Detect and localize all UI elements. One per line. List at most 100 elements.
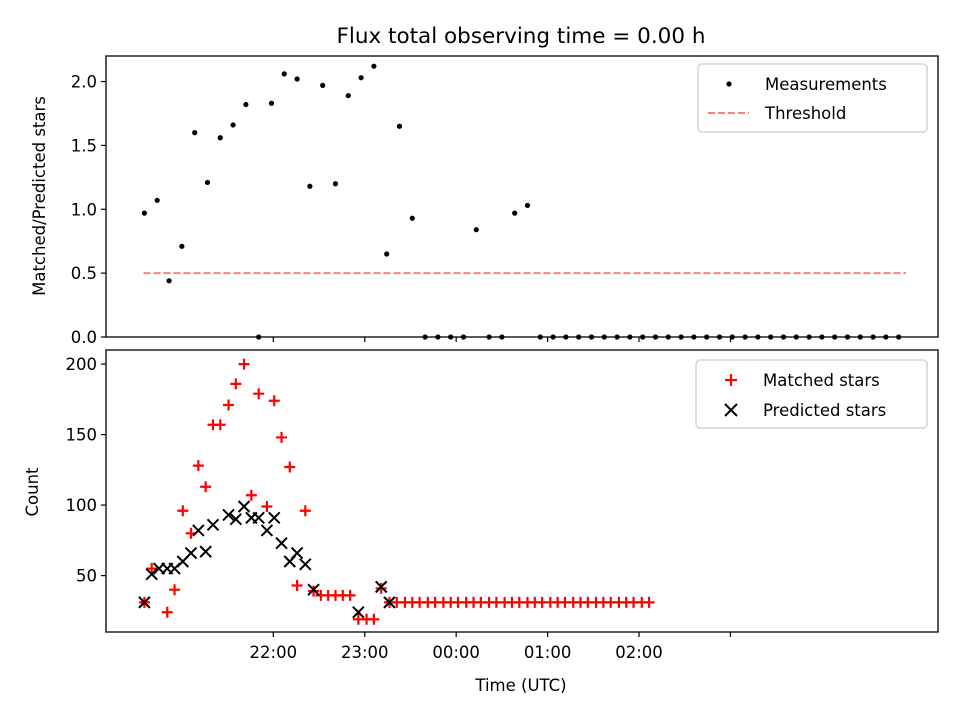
- matched-star-point: [223, 399, 235, 411]
- measurement-point: [473, 227, 479, 233]
- predicted-star-point: [252, 511, 265, 524]
- predicted-star-point: [374, 580, 388, 594]
- predicted-star-point: [184, 546, 198, 560]
- measurement-point: [345, 92, 351, 99]
- top-y-axis-label: Matched/Predicted stars: [30, 96, 49, 296]
- predicted-star-point: [199, 545, 212, 558]
- matched-star-point: [200, 481, 212, 493]
- top-y-tick-label: 2.0: [71, 73, 97, 92]
- measurement-point: [243, 101, 249, 108]
- matched-star-point: [344, 589, 356, 601]
- matched-star-point: [169, 584, 181, 596]
- legend-predicted-label: Predicted stars: [763, 401, 886, 420]
- matched-star-point: [268, 395, 280, 407]
- bottom-legend-frame: [695, 359, 928, 429]
- legend-predicted-marker: [724, 403, 738, 417]
- measurement-point: [154, 197, 160, 203]
- top-legend-frame: [697, 63, 928, 133]
- matched-star-point: [177, 505, 189, 517]
- top-legend: Measurements Threshold: [697, 63, 928, 133]
- legend-measurements-marker: [726, 81, 732, 87]
- matched-star-point: [161, 606, 173, 618]
- bottom-x-tick-label: 02:00: [615, 643, 663, 662]
- predicted-star-point: [290, 546, 304, 560]
- legend-measurements-label: Measurements: [765, 75, 887, 94]
- matched-star-point: [291, 579, 303, 591]
- measurement-point: [396, 123, 403, 129]
- top-y-tick-label: 1.5: [71, 136, 97, 155]
- measurement-point: [294, 76, 300, 82]
- bottom-axes-frame: [105, 349, 939, 633]
- legend-matched-label: Matched stars: [763, 371, 880, 390]
- predicted-star-point: [275, 536, 288, 550]
- measurement-point: [358, 75, 364, 81]
- predicted-star-point: [260, 524, 274, 537]
- measurement-point: [166, 278, 172, 284]
- bottom-plot-area: [138, 358, 655, 625]
- bottom-y-tick-label: 150: [66, 426, 98, 445]
- predicted-star-point: [352, 606, 365, 619]
- top-chart-title: Flux total observing time = 0.00 h: [337, 24, 706, 49]
- bottom-x-tick-label: 22:00: [250, 643, 298, 662]
- measurement-point: [281, 71, 287, 77]
- predicted-star-point: [192, 524, 205, 537]
- top-y-tick-label: 0.0: [71, 328, 97, 347]
- matched-star-point: [253, 388, 265, 400]
- measurement-point: [179, 243, 185, 249]
- bottom-y-axis: 50 100 150 200: [66, 355, 106, 586]
- predicted-star-point: [299, 558, 312, 571]
- measurement-point: [332, 181, 339, 187]
- measurement-point: [204, 179, 211, 186]
- predicted-star-point: [307, 583, 320, 596]
- predicted-star-point: [206, 518, 220, 532]
- matched-star-point: [230, 378, 242, 390]
- predicted-star-point: [145, 567, 158, 581]
- measurement-point: [512, 210, 518, 216]
- measurement-point: [409, 215, 415, 221]
- matched-star-point: [238, 358, 250, 370]
- matched-star-point: [284, 461, 296, 473]
- measurement-point: [384, 251, 390, 257]
- top-axes-frame: [105, 55, 939, 338]
- matched-star-point: [368, 613, 380, 625]
- measurement-point: [320, 82, 326, 88]
- measurement-point: [371, 63, 377, 69]
- bottom-legend: Matched stars Predicted stars: [695, 359, 928, 429]
- matched-star-point: [276, 431, 288, 443]
- bottom-x-tick-label: 01:00: [524, 643, 572, 662]
- top-y-tick-label: 0.5: [71, 264, 97, 283]
- bottom-x-tick-label: 00:00: [432, 643, 480, 662]
- measurement-point: [307, 183, 313, 189]
- measurement-point: [230, 122, 236, 128]
- bottom-y-tick-label: 50: [76, 567, 97, 586]
- measurement-point: [192, 130, 198, 136]
- measurement-point: [268, 100, 275, 106]
- matched-star-point: [192, 460, 204, 472]
- matched-star-point: [299, 505, 311, 517]
- bottom-y-tick-label: 200: [66, 355, 98, 374]
- measurement-point: [217, 135, 223, 141]
- matched-star-point: [245, 489, 257, 501]
- bottom-x-axis: 22:00 23:00 00:00 01:00 02:00: [250, 632, 732, 662]
- predicted-star-point: [383, 596, 396, 609]
- predicted-star-point: [237, 500, 251, 513]
- bottom-x-axis-label: Time (UTC): [474, 676, 566, 695]
- matched-star-point: [261, 501, 273, 513]
- top-y-tick-label: 1.0: [71, 200, 97, 219]
- matched-star-point: [643, 596, 655, 608]
- bottom-y-axis-label: Count: [23, 467, 42, 517]
- legend-threshold-label: Threshold: [764, 104, 846, 123]
- top-plot-area: [141, 63, 906, 340]
- matched-star-point: [146, 563, 158, 575]
- top-y-axis: 0.0 0.5 1.0 1.5 2.0: [71, 73, 106, 347]
- top-x-axis: [272, 337, 732, 342]
- bottom-y-tick-label: 100: [66, 496, 98, 515]
- measurement-point: [524, 202, 531, 209]
- predicted-star-point: [222, 508, 235, 522]
- matched-star-point: [214, 419, 226, 431]
- predicted-star-point: [138, 596, 151, 609]
- bottom-x-tick-label: 23:00: [341, 643, 389, 662]
- predicted-star-point: [268, 511, 281, 524]
